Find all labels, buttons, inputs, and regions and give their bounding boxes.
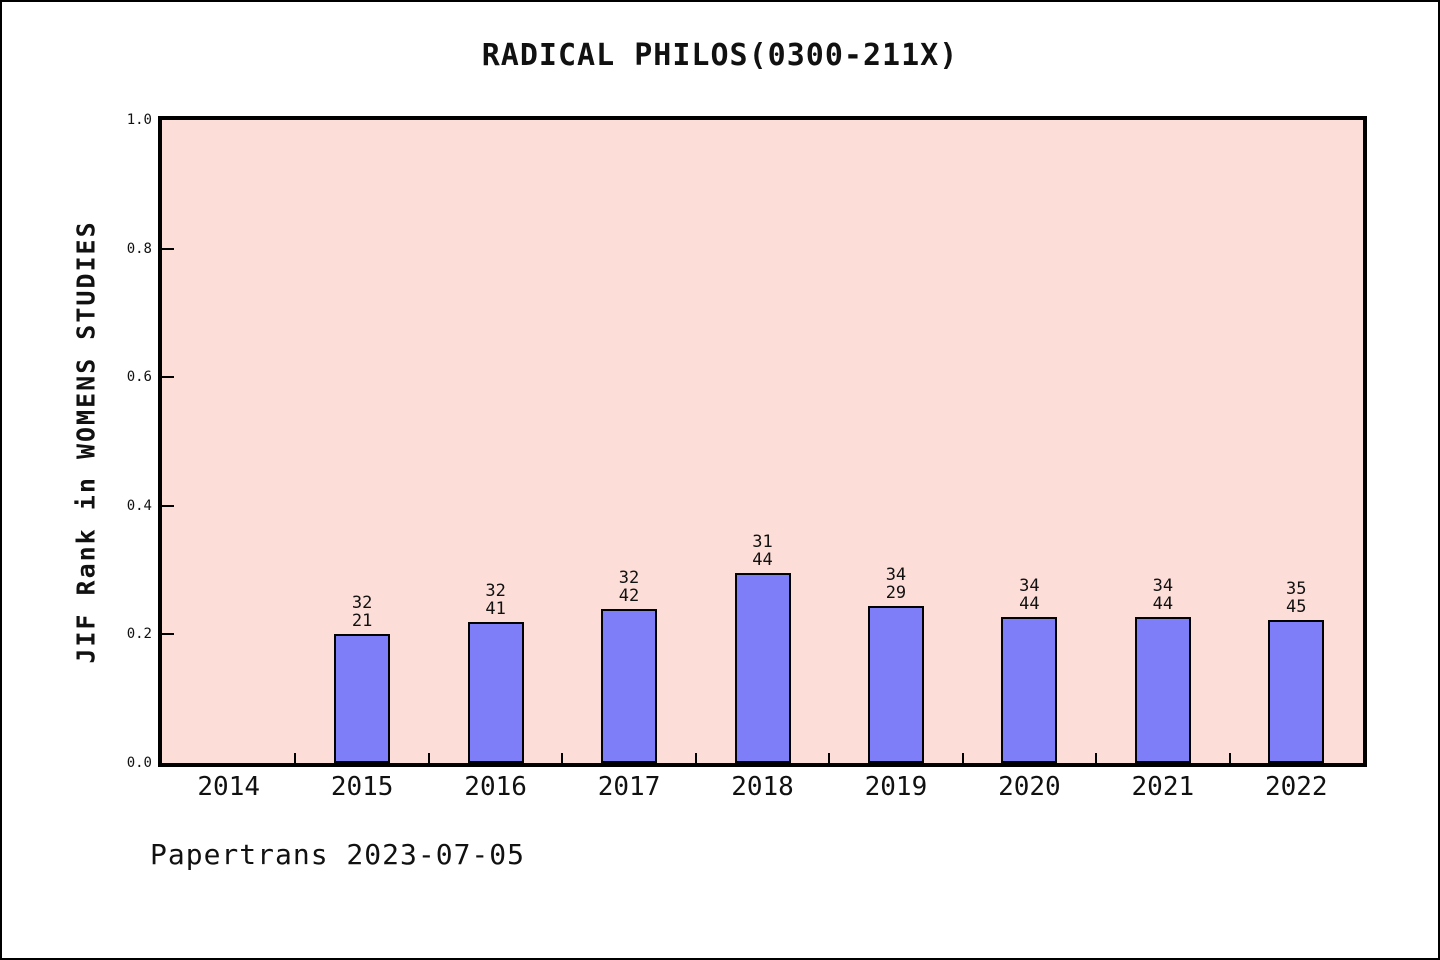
bar-2022 [1268,620,1325,763]
y-tick-mark [162,247,174,250]
y-tick-mark [162,633,174,636]
x-tick-label-2018: 2018 [731,772,794,802]
bar-value-label-2018: 31 44 [752,532,773,571]
bar-2017 [601,609,658,763]
x-tick-mark [427,753,430,763]
x-tick-label-2021: 2021 [1131,772,1195,802]
x-tick-mark [1095,753,1098,763]
y-tick-mark [162,376,174,379]
x-tick-mark [294,753,297,763]
bar-value-label-2019: 34 29 [885,565,907,604]
bar-2015 [334,634,391,763]
x-tick-label-2014: 2014 [197,772,261,802]
y-tick-label: 0.6 [126,369,152,386]
y-tick-label: 1.0 [126,112,152,128]
bar-2018 [734,573,791,763]
y-tick-mark [162,504,174,507]
plot-area: 32 21 32 41 32 42 31 44 34 29 34 44 34 44 35 45 [158,116,1367,767]
x-tick-mark [828,753,831,763]
y-tick-label: 0.0 [126,755,152,771]
bar-value-label-2022: 35 45 [1286,579,1307,618]
x-tick-mark [694,753,697,763]
x-tick-mark [1228,753,1231,763]
y-tick-label: 0.8 [126,240,152,257]
chart-title: RADICAL PHILOS(0300-211X) [481,38,959,73]
bar-2019 [867,606,924,763]
y-tick-label: 0.2 [126,626,152,643]
x-tick-mark [561,753,564,763]
y-axis-label: JIF Rank in WOMENS STUDIES [71,220,101,664]
x-tick-label-2016: 2016 [464,772,527,802]
x-tick-label-2015: 2015 [330,772,394,802]
x-tick-mark [961,753,964,763]
bar-2020 [1001,617,1058,763]
x-tick-label-2020: 2020 [998,772,1061,802]
bar-value-label-2015: 32 21 [351,593,373,632]
bar-value-label-2020: 34 44 [1019,576,1040,615]
y-tick-label: 0.4 [126,497,152,514]
footer-watermark: Papertrans 2023-07-05 [150,838,526,871]
bar-value-label-2017: 32 42 [618,568,640,607]
bar-2016 [467,622,524,763]
x-tick-label-2019: 2019 [864,772,928,802]
bar-value-label-2016: 32 41 [485,581,506,620]
x-tick-label-2017: 2017 [597,772,661,802]
bar-value-label-2021: 34 44 [1152,576,1174,615]
bar-2021 [1134,617,1191,763]
x-tick-label-2022: 2022 [1264,772,1328,802]
